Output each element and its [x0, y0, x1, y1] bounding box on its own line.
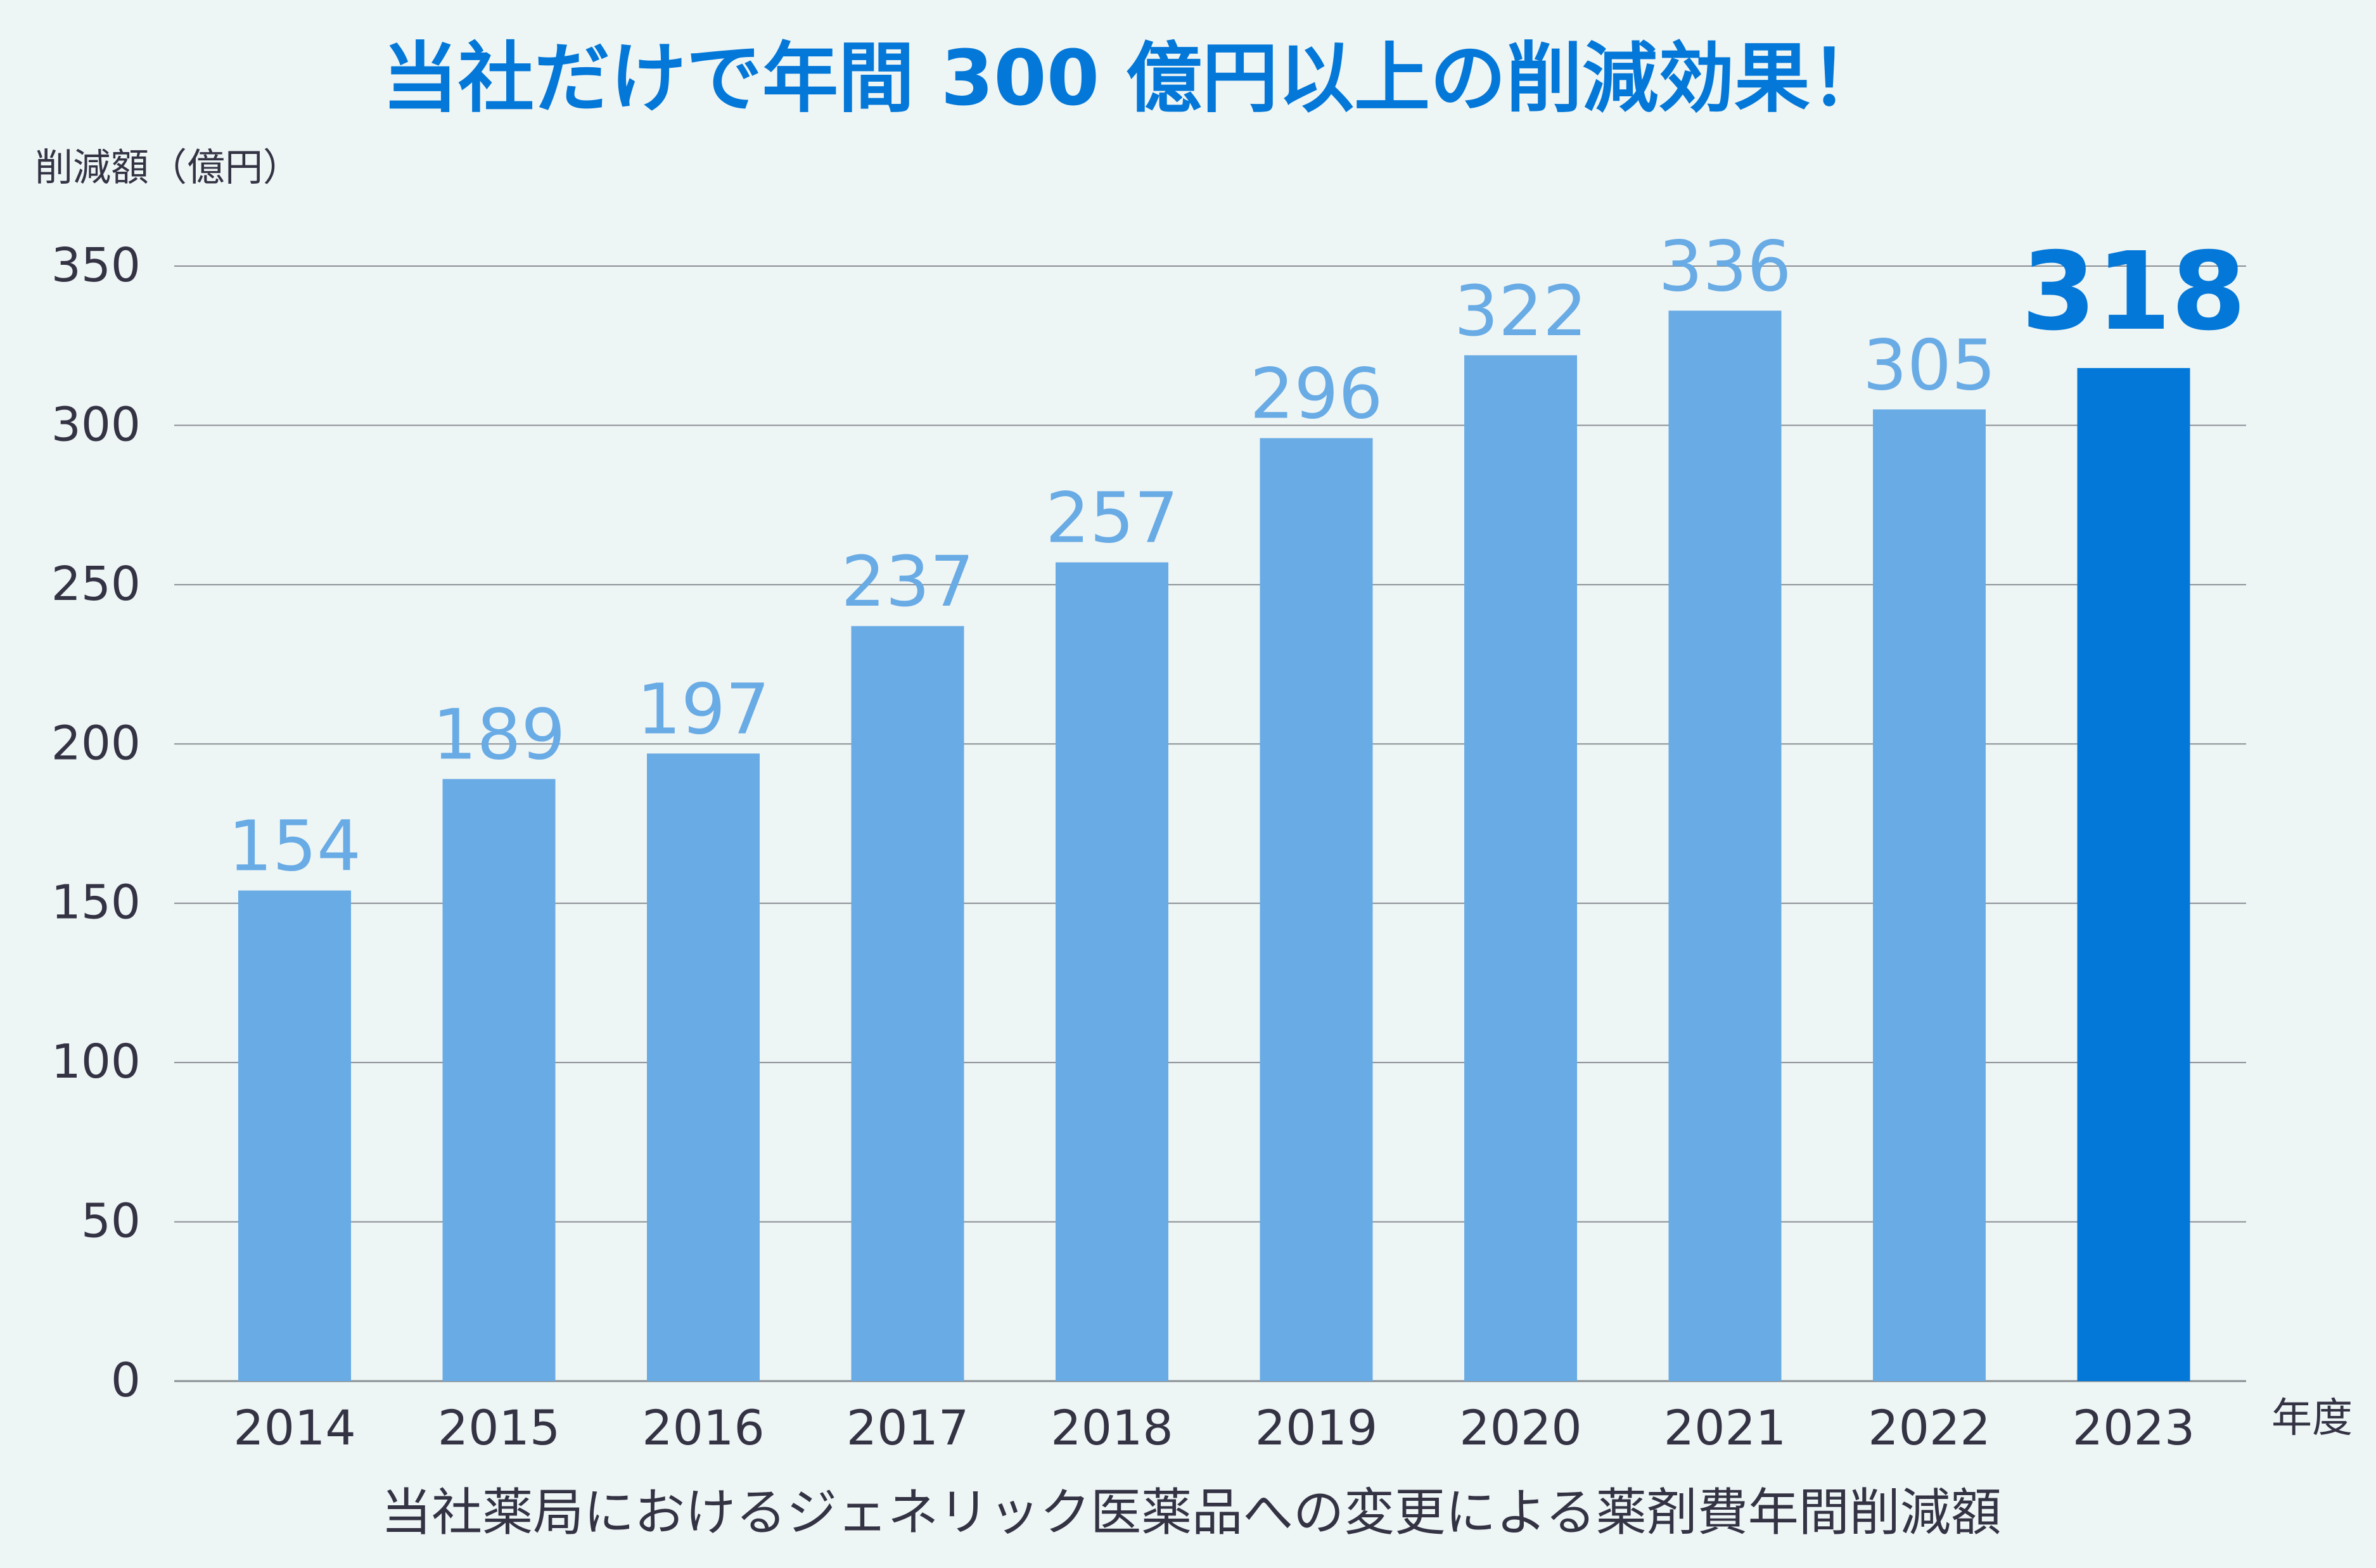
x-tick-label-2019: 2019 — [1255, 1399, 1377, 1456]
y-tick-label: 0 — [111, 1353, 141, 1408]
y-tick-label: 150 — [51, 876, 141, 930]
x-tick-label-2021: 2021 — [1664, 1399, 1786, 1456]
y-tick-label: 100 — [51, 1035, 141, 1089]
bar-2014 — [238, 890, 351, 1381]
x-tick-label-2014: 2014 — [233, 1399, 355, 1456]
chart-caption: 当社薬局におけるジェネリック医薬品への変更による薬剤費年間削減額 — [381, 1483, 2002, 1542]
y-tick-labels: 0 50 100 150 200 250 300 350 — [51, 238, 141, 1408]
y-tick-label: 350 — [51, 238, 141, 293]
value-label-2016: 197 — [637, 668, 770, 749]
bar-2015 — [442, 779, 556, 1381]
value-label-2019: 296 — [1250, 354, 1383, 435]
bars — [238, 310, 2190, 1382]
y-tick-label: 200 — [51, 716, 141, 770]
value-label-2022: 305 — [1863, 324, 1996, 405]
value-label-2023: 318 — [2021, 229, 2246, 355]
bar-2017 — [851, 626, 964, 1382]
x-tick-label-2017: 2017 — [846, 1399, 969, 1456]
chart-title: 当社だけで年間 300 億円以上の削減効果！ — [382, 35, 1886, 123]
bar-2023 — [2077, 367, 2190, 1381]
value-labels: 154 189 197 237 257 296 322 336 305 318 — [228, 226, 2246, 886]
bar-2019 — [1260, 438, 1373, 1381]
bar-2016 — [647, 753, 760, 1381]
x-tick-label-2018: 2018 — [1051, 1399, 1173, 1456]
value-label-2021: 336 — [1659, 226, 1792, 307]
bar-2020 — [1464, 355, 1577, 1381]
value-label-2017: 237 — [841, 541, 974, 622]
x-tick-label-2016: 2016 — [642, 1399, 764, 1456]
bar-2022 — [1873, 409, 1986, 1382]
y-tick-label: 50 — [81, 1194, 141, 1249]
x-tick-label-2020: 2020 — [1459, 1399, 1581, 1456]
value-label-2020: 322 — [1454, 271, 1587, 352]
bar-2018 — [1056, 562, 1168, 1381]
y-axis-label: 削減額（億円） — [35, 146, 301, 190]
x-tick-labels: 2014 2015 2016 2017 2018 2019 2020 2021 2022 2023 — [233, 1399, 2195, 1456]
x-tick-label-2015: 2015 — [438, 1399, 560, 1456]
bar-2021 — [1668, 310, 1782, 1381]
y-tick-label: 250 — [51, 557, 141, 611]
value-label-2014: 154 — [228, 806, 361, 887]
y-tick-label: 300 — [51, 397, 141, 452]
x-tick-label-2022: 2022 — [1868, 1399, 1990, 1456]
value-label-2018: 257 — [1045, 478, 1178, 559]
value-label-2015: 189 — [433, 694, 566, 775]
x-tick-label-2023: 2023 — [2073, 1399, 2195, 1456]
x-axis-label: 年度 — [2271, 1395, 2353, 1442]
